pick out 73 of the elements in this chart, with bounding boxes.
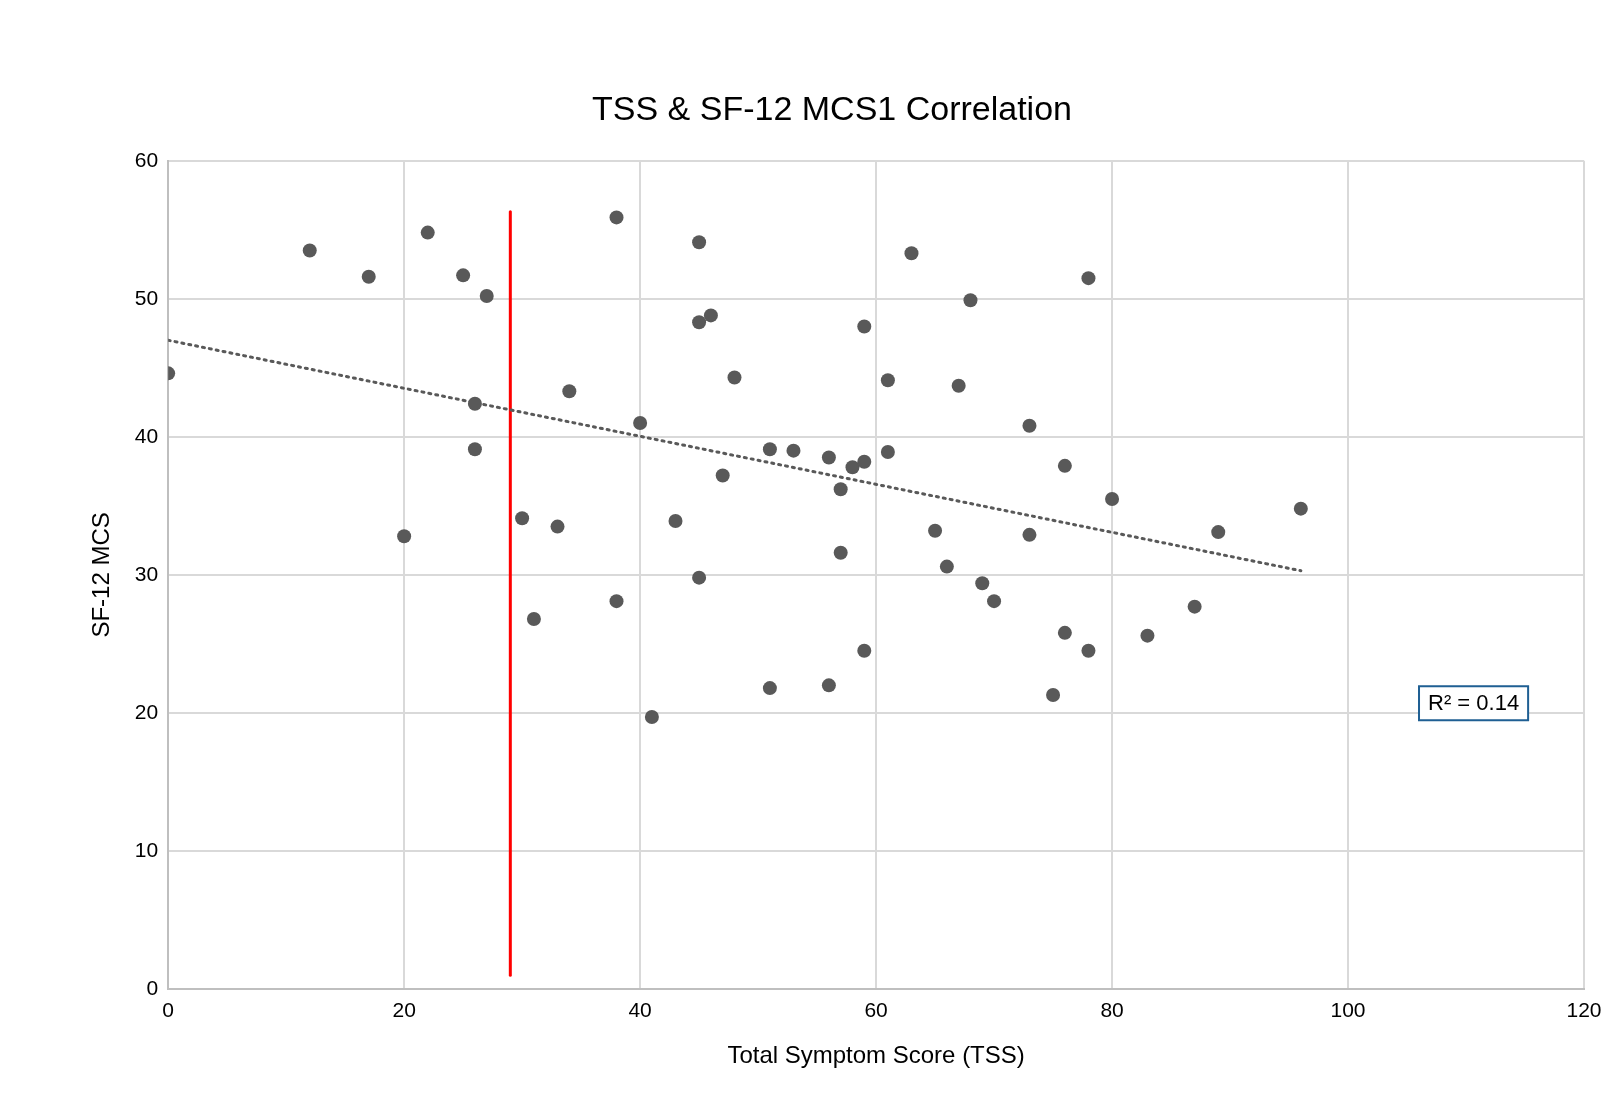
- point: [857, 319, 872, 334]
- point: [1057, 458, 1072, 473]
- y-tick-label: 40: [134, 423, 159, 447]
- y-tick-label: 30: [134, 561, 159, 585]
- point: [467, 442, 482, 457]
- point: [692, 235, 707, 250]
- point: [1081, 643, 1096, 658]
- point: [904, 246, 919, 261]
- point: [562, 384, 577, 399]
- y-tick-label: 10: [134, 837, 159, 861]
- x-axis-title: Total Symptom Score (TSS): [727, 1041, 1025, 1069]
- point: [692, 315, 707, 330]
- point: [821, 678, 836, 693]
- point: [1022, 418, 1037, 433]
- point: [727, 370, 742, 385]
- point: [1081, 271, 1096, 286]
- point: [762, 442, 777, 457]
- point: [609, 210, 624, 225]
- y-tick-label: 20: [134, 699, 159, 723]
- point: [857, 643, 872, 658]
- point: [1293, 501, 1308, 516]
- point: [420, 225, 435, 240]
- point: [963, 293, 978, 308]
- x-tick-label: 40: [628, 998, 652, 1022]
- point: [703, 308, 718, 323]
- point: [456, 268, 471, 283]
- point: [467, 396, 482, 411]
- point: [1187, 599, 1202, 614]
- y-tick-label: 50: [134, 285, 159, 309]
- point: [833, 482, 848, 497]
- point: [515, 511, 530, 526]
- point: [526, 612, 541, 627]
- point: [361, 269, 376, 284]
- point: [762, 681, 777, 696]
- x-tick-label: 60: [864, 998, 888, 1022]
- x-tick-label: 120: [1566, 998, 1602, 1022]
- x-tick-label: 20: [392, 998, 416, 1022]
- point: [1057, 625, 1072, 640]
- point: [1140, 628, 1155, 643]
- point: [786, 443, 801, 458]
- point: [880, 373, 895, 388]
- point: [302, 243, 317, 258]
- annotation: R² = 0.14: [1428, 690, 1520, 716]
- point: [609, 594, 624, 609]
- point: [479, 289, 494, 304]
- point: [975, 576, 990, 591]
- y-axis-title: SF-12 MCS: [87, 512, 115, 638]
- x-tick-label: 0: [162, 998, 174, 1022]
- point: [857, 454, 872, 469]
- point: [397, 529, 412, 544]
- point: [821, 450, 836, 465]
- point: [1022, 527, 1037, 542]
- x-tick-label: 80: [1100, 998, 1124, 1022]
- point: [1211, 525, 1226, 540]
- point: [951, 378, 966, 393]
- point: [692, 570, 707, 585]
- point: [1046, 687, 1061, 702]
- x-tick-label: 100: [1330, 998, 1366, 1022]
- point: [644, 710, 659, 725]
- point: [880, 445, 895, 460]
- point: [833, 545, 848, 560]
- point: [939, 559, 954, 574]
- point: [987, 594, 1002, 609]
- point: [1105, 491, 1120, 506]
- y-tick-label: 0: [146, 975, 159, 999]
- point: [715, 468, 730, 483]
- point: [845, 460, 860, 475]
- chart-title: TSS & SF-12 MCS1 Correlation: [592, 88, 1072, 127]
- point: [928, 523, 943, 538]
- point: [550, 519, 565, 534]
- y-tick-label: 60: [134, 147, 159, 171]
- point: [633, 416, 648, 431]
- point: [668, 514, 683, 529]
